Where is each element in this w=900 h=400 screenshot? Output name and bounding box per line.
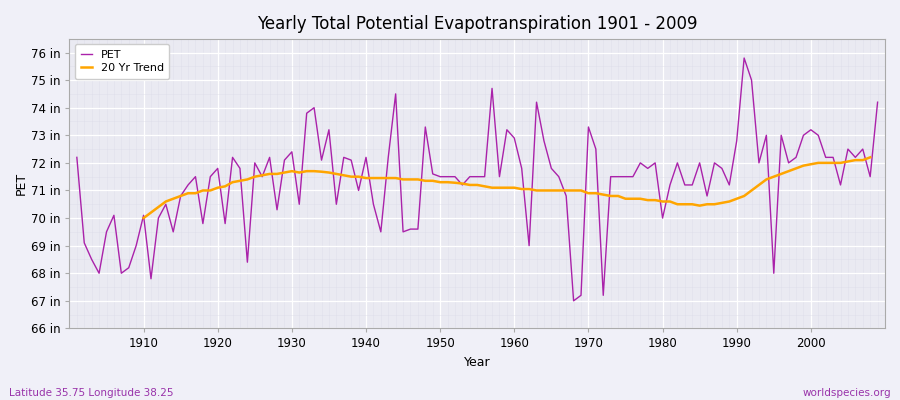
PET (872, 100, 883, 104)
20 Yr Trend (361, 176, 372, 180)
X-axis label: Year: Year (464, 356, 490, 369)
PET (606, 174, 616, 179)
PET (501, 127, 512, 132)
20 Yr Trend (331, 172, 342, 176)
Line: PET: PET (76, 58, 878, 301)
Line: 20 Yr Trend: 20 Yr Trend (144, 157, 870, 218)
Legend: PET, 20 Yr Trend: PET, 20 Yr Trend (75, 44, 169, 79)
PET (508, 136, 519, 140)
PET (294, 202, 305, 207)
20 Yr Trend (709, 202, 720, 207)
Text: worldspecies.org: worldspecies.org (803, 388, 891, 398)
20 Yr Trend (501, 185, 512, 190)
Text: Latitude 35.75 Longitude 38.25: Latitude 35.75 Longitude 38.25 (9, 388, 174, 398)
20 Yr Trend (309, 169, 320, 174)
PET (338, 155, 349, 160)
Title: Yearly Total Potential Evapotranspiration 1901 - 2009: Yearly Total Potential Evapotranspiratio… (257, 15, 698, 33)
20 Yr Trend (139, 216, 149, 220)
20 Yr Trend (524, 187, 535, 192)
Y-axis label: PET: PET (15, 172, 28, 195)
20 Yr Trend (865, 155, 876, 160)
PET (71, 155, 82, 160)
PET (568, 298, 579, 303)
PET (130, 243, 141, 248)
PET (739, 56, 750, 60)
